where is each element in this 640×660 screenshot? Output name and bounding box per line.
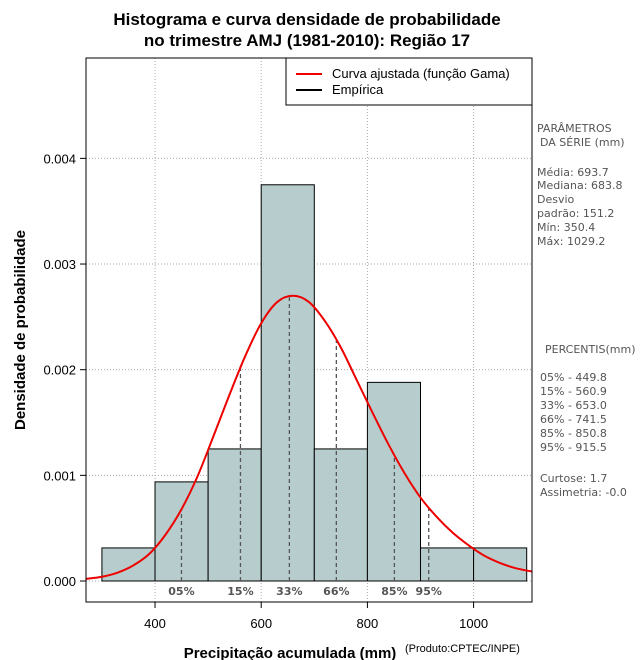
y-tick-label: 0.002 <box>43 363 76 378</box>
percentile-label: 85% <box>381 585 407 598</box>
percentile-label: 95% <box>416 585 442 598</box>
percentile-05: 05% - 449.8 <box>540 371 607 384</box>
y-tick-label: 0.000 <box>43 574 76 589</box>
y-axis-label: Densidade de probabilidade <box>12 230 29 430</box>
chart-title-line-2: no trimestre AMJ (1981-2010): Região 17 <box>144 31 470 50</box>
legend-box <box>285 57 533 106</box>
stat-max: Máx: 1029.2 <box>537 235 605 248</box>
percentile-label: 15% <box>227 585 253 598</box>
stat-kurtosis: Curtose: 1.7 <box>540 472 607 485</box>
histogram-bar <box>260 184 315 582</box>
x-tick-label: 400 <box>144 616 166 631</box>
y-tick-label: 0.001 <box>43 468 76 483</box>
percentile-66: 66% - 741.5 <box>540 413 607 426</box>
percentile-label: 05% <box>168 585 194 598</box>
y-tick-label: 0.004 <box>43 151 76 166</box>
stat-min: Mín: 350.4 <box>537 221 595 234</box>
histogram-bar <box>207 448 262 582</box>
histogram-bars <box>101 184 528 582</box>
percentile-labels: 05% 15% 33% 66% 85% 95% <box>168 585 442 598</box>
percentile-label: 66% <box>323 585 349 598</box>
legend-empirical-label: Empírica <box>332 82 384 97</box>
stat-stddev-label: Desvio <box>537 193 575 206</box>
percentile-15: 15% - 560.9 <box>540 385 607 398</box>
percentiles-panel: PERCENTIS(mm) 05% - 449.8 15% - 560.9 33… <box>540 343 636 499</box>
y-axis-ticks: 0.000 0.001 0.002 0.003 0.004 <box>43 151 86 589</box>
fitted-gamma-curve <box>85 294 533 580</box>
stat-mean: Média: 693.7 <box>537 166 609 179</box>
stat-skewness: Assimetria: -0.0 <box>540 486 627 499</box>
percentile-33: 33% - 653.0 <box>540 399 607 412</box>
stat-median: Mediana: 683.8 <box>537 179 622 192</box>
histogram-bar <box>473 547 528 582</box>
params-title-line-1: PARÂMETROS <box>537 122 612 135</box>
histogram-bar <box>101 547 156 582</box>
percentile-85: 85% - 850.8 <box>540 427 607 440</box>
percentile-dashes <box>180 297 430 581</box>
series-parameters-panel: PARÂMETROS DA SÉRIE (mm) Média: 693.7 Me… <box>537 122 625 248</box>
product-credit: (Produto:CPTEC/INPE) <box>405 643 520 655</box>
histogram-bar <box>313 448 368 582</box>
x-axis-ticks: 400 600 800 1000 <box>144 602 488 631</box>
percentis-title: PERCENTIS(mm) <box>545 343 636 356</box>
x-tick-label: 600 <box>250 616 272 631</box>
y-tick-label: 0.003 <box>43 257 76 272</box>
legend: Curva ajustada (função Gama) Empírica <box>285 57 533 106</box>
percentile-95: 95% - 915.5 <box>540 441 607 454</box>
x-tick-label: 800 <box>357 616 379 631</box>
legend-curve-label: Curva ajustada (função Gama) <box>332 66 510 81</box>
params-title-line-2: DA SÉRIE (mm) <box>540 136 625 149</box>
chart-title-line-1: Histograma e curva densidade de probabil… <box>113 10 500 29</box>
stat-stddev: padrão: 151.2 <box>537 207 614 220</box>
x-axis-label: Precipitação acumulada (mm) <box>184 645 397 660</box>
percentile-label: 33% <box>276 585 302 598</box>
x-tick-label: 1000 <box>459 616 488 631</box>
